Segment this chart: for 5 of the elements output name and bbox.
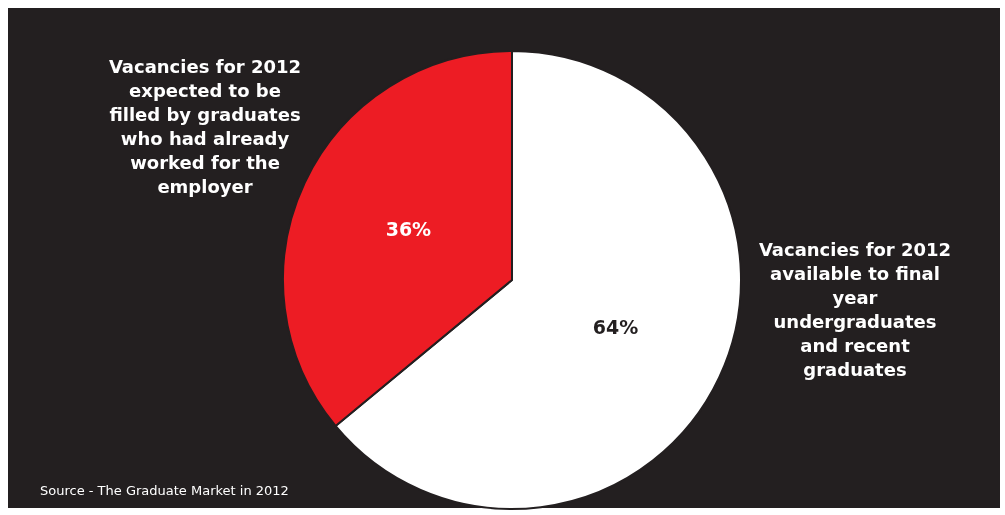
source-note: Source - The Graduate Market in 2012	[40, 483, 289, 498]
data-label: 36%	[385, 218, 432, 241]
data-label: 64%	[592, 315, 639, 338]
slice-label: Vacancies for 2012 expected to be filled by graduates who had already worked for the employer	[107, 55, 303, 199]
slice-label: Vacancies for 2012 available to final year undergraduates and recent graduates	[757, 238, 953, 382]
